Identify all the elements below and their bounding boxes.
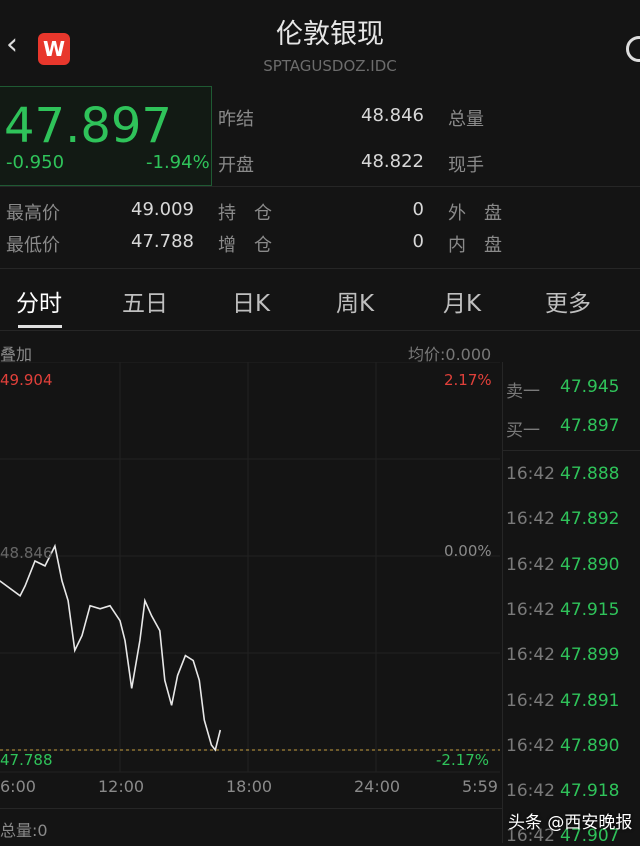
last-price: 47.897 [4,98,172,154]
ask-label: 卖一 [506,382,540,402]
outer-label: 外 盘 [448,203,502,224]
tick-row: 16:42 [506,781,555,801]
x-tick-label: 6:00 [0,777,36,796]
tick-price: 47.890 [560,735,620,756]
tab-intraday[interactable]: 分时 [16,291,62,317]
volume-label: 总量 [448,109,484,130]
open-value: 48.822 [361,151,424,172]
bid-label: 买一 [506,421,540,441]
tick-time: 16:42 [506,826,555,846]
back-button[interactable]: ‹ [6,27,18,62]
tick-time: 16:42 [506,781,555,802]
tick-time: 16:42 [506,690,555,711]
inner-label: 内 盘 [448,235,502,256]
high-value: 49.009 [131,199,194,220]
x-tick-label: 12:00 [98,777,145,796]
tick-time: 16:42 [506,554,555,575]
open-interest-value: 0 [412,199,424,220]
tick-row: 16:42 [506,691,555,711]
brand-logo: W [38,33,70,65]
tick-row: 16:42 [506,645,555,665]
tick-price: 47.890 [560,554,620,575]
prev-settle-value: 48.846 [361,105,424,126]
tick-row: 16:42 [506,736,555,756]
tick-price: 47.888 [560,464,620,484]
total-volume: 总量:0 [0,821,48,840]
tick-row: 16:42 [506,826,555,846]
low-label: 最低价 [6,235,60,256]
active-tab-indicator [18,325,62,328]
page-title: 伦敦银现 [276,19,384,50]
y-max-label: 49.904 [0,371,53,389]
tick-price: 47.915 [560,599,620,620]
oi-change-label: 增 仓 [218,235,272,256]
tick-row: 16:42 [506,509,555,529]
tick-time: 16:42 [506,599,555,620]
divider [0,186,640,187]
divider [503,450,640,451]
intraday-chart[interactable] [0,362,502,808]
tick-price: 47.918 [560,781,620,802]
divider [0,268,640,269]
y-min-label: 47.788 [0,751,53,769]
open-label: 开盘 [218,155,254,176]
open-interest-label: 持 仓 [218,203,272,224]
y-ref-label: 48.846 [0,544,53,562]
overlay-button[interactable]: 叠加 [0,345,33,364]
tick-row: 16:42 [506,600,555,620]
tick-time: 16:42 [506,645,555,666]
tick-time: 16:42 [506,464,555,484]
tab-weekly-k[interactable]: 周K [336,291,375,317]
prev-settle-label: 昨结 [218,109,254,130]
tick-time: 16:42 [506,509,555,530]
price-line [0,543,222,752]
bid-price: 47.897 [560,416,620,436]
high-label: 最高价 [6,203,60,224]
tab-more[interactable]: 更多 [545,291,591,317]
instrument-code: SPTAGUSDOZ.IDC [263,57,397,75]
tick-price: 47.892 [560,509,620,530]
ask-price: 47.945 [560,377,620,397]
price-change-pct: -1.94% [146,152,210,173]
price-box [0,86,212,186]
tick-price: 47.899 [560,645,620,666]
tab-five-day[interactable]: 五日 [122,291,168,317]
x-tick-label: 5:59 [462,777,498,796]
panel-divider [502,362,503,843]
price-change: -0.950 [6,152,65,173]
divider [0,808,502,809]
divider [0,330,640,331]
search-icon[interactable] [626,36,640,62]
tick-price: 47.891 [560,690,620,711]
tab-monthly-k[interactable]: 月K [443,291,482,317]
tick-row: 16:42 [506,464,555,484]
pct-min-label: -2.17% [436,751,490,769]
oi-change-value: 0 [412,231,424,252]
avg-price: 均价:0.000 [408,345,492,364]
watermark: 头条 @西安晚报 [508,813,633,833]
tick-time: 16:42 [506,735,555,756]
pct-ref-label: 0.00% [444,542,492,560]
tick-price: 47.907 [560,826,620,846]
pct-max-label: 2.17% [444,371,492,389]
last-lot-label: 现手 [448,155,484,176]
tick-row: 16:42 [506,555,555,575]
x-tick-label: 18:00 [226,777,273,796]
x-tick-label: 24:00 [354,777,401,796]
tab-daily-k[interactable]: 日K [232,291,271,317]
low-value: 47.788 [131,231,194,252]
